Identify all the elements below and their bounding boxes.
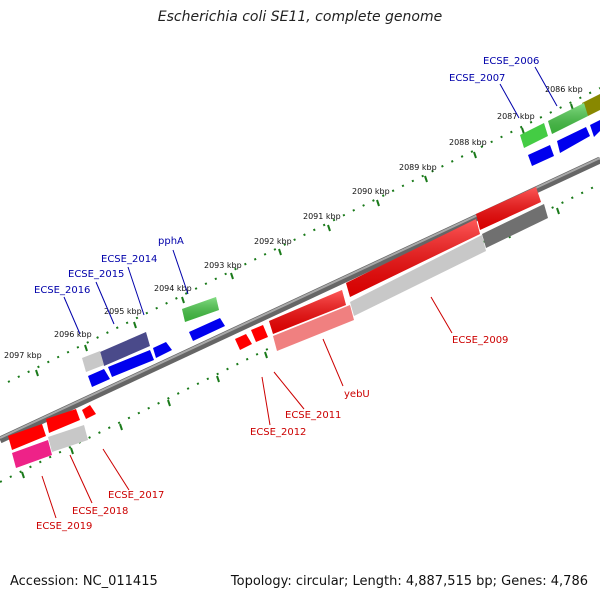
feature-block bbox=[350, 235, 486, 316]
kbp-label: 2090 kbp bbox=[352, 187, 390, 196]
forward-callouts bbox=[63, 66, 558, 335]
feature-arrow bbox=[251, 325, 268, 342]
gene-label: ECSE_2011 bbox=[285, 410, 341, 421]
gene-label: ECSE_2012 bbox=[250, 427, 306, 438]
gene-label: ECSE_2019 bbox=[36, 521, 92, 532]
feature-arrow bbox=[82, 405, 96, 419]
kbp-label: 2095 kbp bbox=[104, 307, 142, 316]
outer-tick-rail bbox=[7, 87, 600, 383]
kbp-label: 2093 kbp bbox=[204, 261, 242, 270]
gene-label: ECSE_2009 bbox=[452, 335, 508, 346]
kbp-label: 2096 kbp bbox=[54, 330, 92, 339]
accession-text: Accession: NC_011415 bbox=[10, 574, 158, 589]
feature-block bbox=[12, 440, 52, 468]
feature-arrow bbox=[153, 342, 172, 358]
feature-arrow bbox=[557, 127, 590, 153]
major-ticks bbox=[21, 103, 574, 479]
gene-label: pphA bbox=[158, 236, 184, 247]
feature-arrow bbox=[108, 350, 154, 377]
feature-block bbox=[82, 351, 104, 372]
inner-tick-rail bbox=[0, 183, 600, 483]
feature-arrow bbox=[235, 334, 252, 350]
feature-arrow bbox=[590, 120, 600, 137]
feature-block bbox=[100, 332, 150, 366]
feature-arrow bbox=[528, 145, 554, 166]
genome-summary-text: Topology: circular; Length: 4,887,515 bp… bbox=[230, 574, 588, 589]
feature-block bbox=[582, 94, 600, 116]
gene-label: yebU bbox=[344, 389, 370, 400]
feature-block bbox=[48, 425, 88, 452]
reverse-callouts bbox=[41, 296, 453, 519]
kbp-label: 2088 kbp bbox=[449, 138, 487, 147]
gene-label: ECSE_2017 bbox=[108, 490, 164, 501]
feature-arrow bbox=[88, 369, 110, 387]
gene-label: ECSE_2007 bbox=[449, 73, 505, 84]
gene-label: ECSE_2018 bbox=[72, 506, 128, 517]
gene-label: ECSE_2015 bbox=[68, 269, 124, 280]
reverse-labels: ECSE_2009 yebU ECSE_2011 ECSE_2012 ECSE_… bbox=[36, 335, 508, 532]
kbp-labels: 2086 kbp 2087 kbp 2088 kbp 2089 kbp 2090… bbox=[4, 85, 583, 360]
feature-block bbox=[520, 123, 548, 148]
feature-arrow bbox=[189, 318, 225, 341]
gene-label: ECSE_2016 bbox=[34, 285, 90, 296]
kbp-label: 2094 kbp bbox=[154, 284, 192, 293]
feature-shading bbox=[182, 103, 588, 334]
feature-block bbox=[273, 305, 354, 351]
feature-arrow bbox=[8, 424, 46, 450]
feature-block bbox=[482, 204, 548, 248]
kbp-label: 2091 kbp bbox=[303, 212, 341, 221]
kbp-label: 2089 kbp bbox=[399, 163, 437, 172]
gene-label: ECSE_2006 bbox=[483, 56, 539, 67]
gene-label: ECSE_2014 bbox=[101, 254, 157, 265]
genome-title: Escherichia coli SE11, complete genome bbox=[157, 9, 443, 25]
feature-arrow bbox=[46, 409, 80, 433]
kbp-label: 2086 kbp bbox=[545, 85, 583, 94]
kbp-label: 2097 kbp bbox=[4, 351, 42, 360]
forward-labels: ECSE_2006 ECSE_2007 pphA ECSE_2014 ECSE_… bbox=[34, 56, 539, 296]
kbp-label: 2087 kbp bbox=[497, 112, 535, 121]
kbp-label: 2092 kbp bbox=[254, 237, 292, 246]
